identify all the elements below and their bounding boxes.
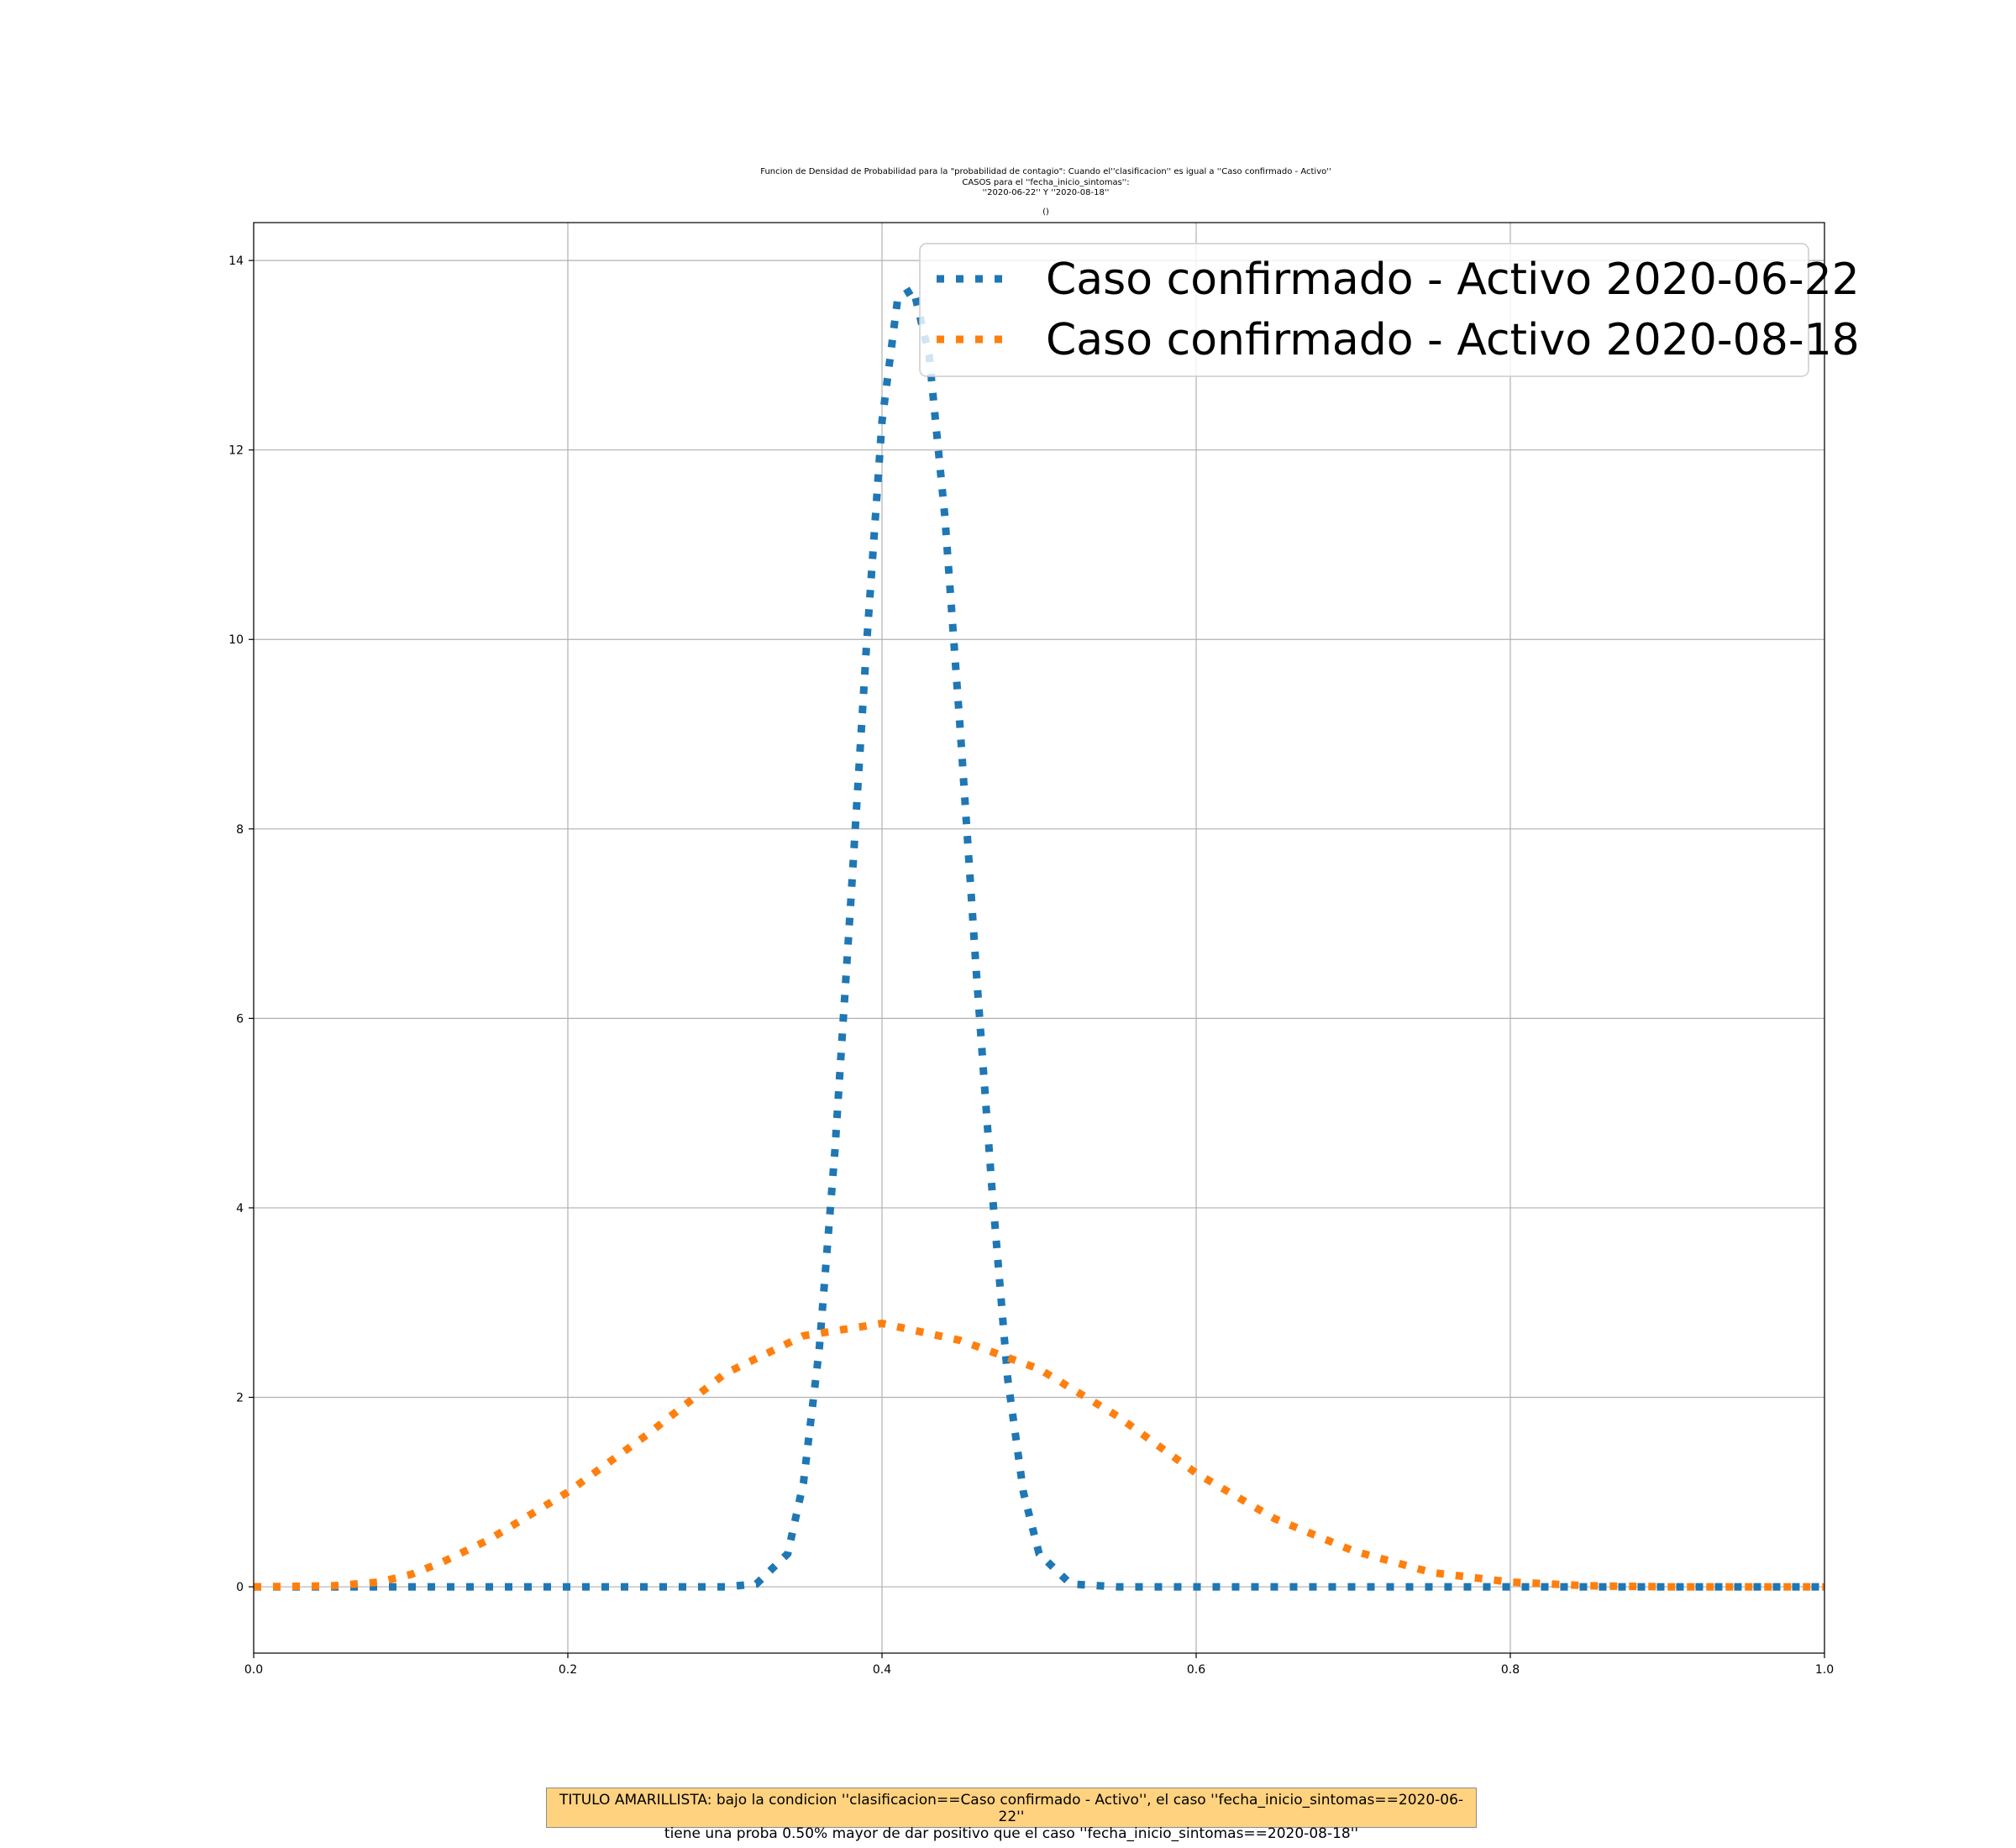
y-tick-label: 12 [228, 444, 244, 458]
x-tick-label: 0.4 [873, 1663, 891, 1677]
x-tick-label: 1.0 [1815, 1663, 1834, 1677]
axis-ticks: 0.0 0.2 0.4 0.6 0.8 1.0 0 2 4 6 8 10 12 14 [228, 255, 1834, 1677]
x-tick-label: 0.6 [1187, 1663, 1205, 1677]
chart-title-line: Funcion de Densidad de Probabilidad para… [760, 167, 1331, 176]
series-line-2 [253, 1319, 1824, 1591]
chart-title-line: ''2020-06-22'' Y ''2020-08-18'' [983, 188, 1110, 197]
x-tick-label: 0.2 [559, 1663, 577, 1677]
y-tick-label: 4 [236, 1202, 244, 1215]
legend-box [919, 243, 1809, 377]
y-tick-label: 10 [228, 633, 244, 647]
plot-area [253, 282, 1824, 1591]
x-tick-label: 0.0 [244, 1663, 263, 1677]
y-tick-label: 0 [236, 1581, 244, 1594]
x-tick-label: 0.8 [1501, 1663, 1520, 1677]
annotation-box: TITULO AMARILLISTA: bajo la condicion ''… [546, 1788, 1477, 1842]
legend-label: Caso confirmado - Activo 2020-06-22 [1046, 255, 1860, 305]
chart-title-line: CASOS para el ''fecha_inicio_sintomas'': [962, 178, 1129, 187]
legend-label: Caso confirmado - Activo 2020-08-18 [1046, 315, 1860, 365]
chart-subtitle: () [1042, 207, 1049, 217]
legend: Caso confirmado - Activo 2020-06-22 Caso … [919, 243, 1860, 377]
axes-frame [253, 222, 1825, 1654]
annotation-line-1: TITULO AMARILLISTA: bajo la condicion ''… [559, 1792, 1464, 1825]
annotation-line-2: tiene una proba 0.50% mayor de dar posit… [664, 1825, 1359, 1842]
y-tick-label: 14 [228, 255, 244, 268]
y-tick-label: 6 [236, 1012, 244, 1026]
y-tick-label: 2 [236, 1391, 244, 1404]
chart-title: Funcion de Densidad de Probabilidad para… [760, 167, 1331, 217]
y-tick-label: 8 [236, 823, 244, 837]
gridlines [253, 223, 1825, 1653]
series-line-1 [254, 282, 1824, 1591]
